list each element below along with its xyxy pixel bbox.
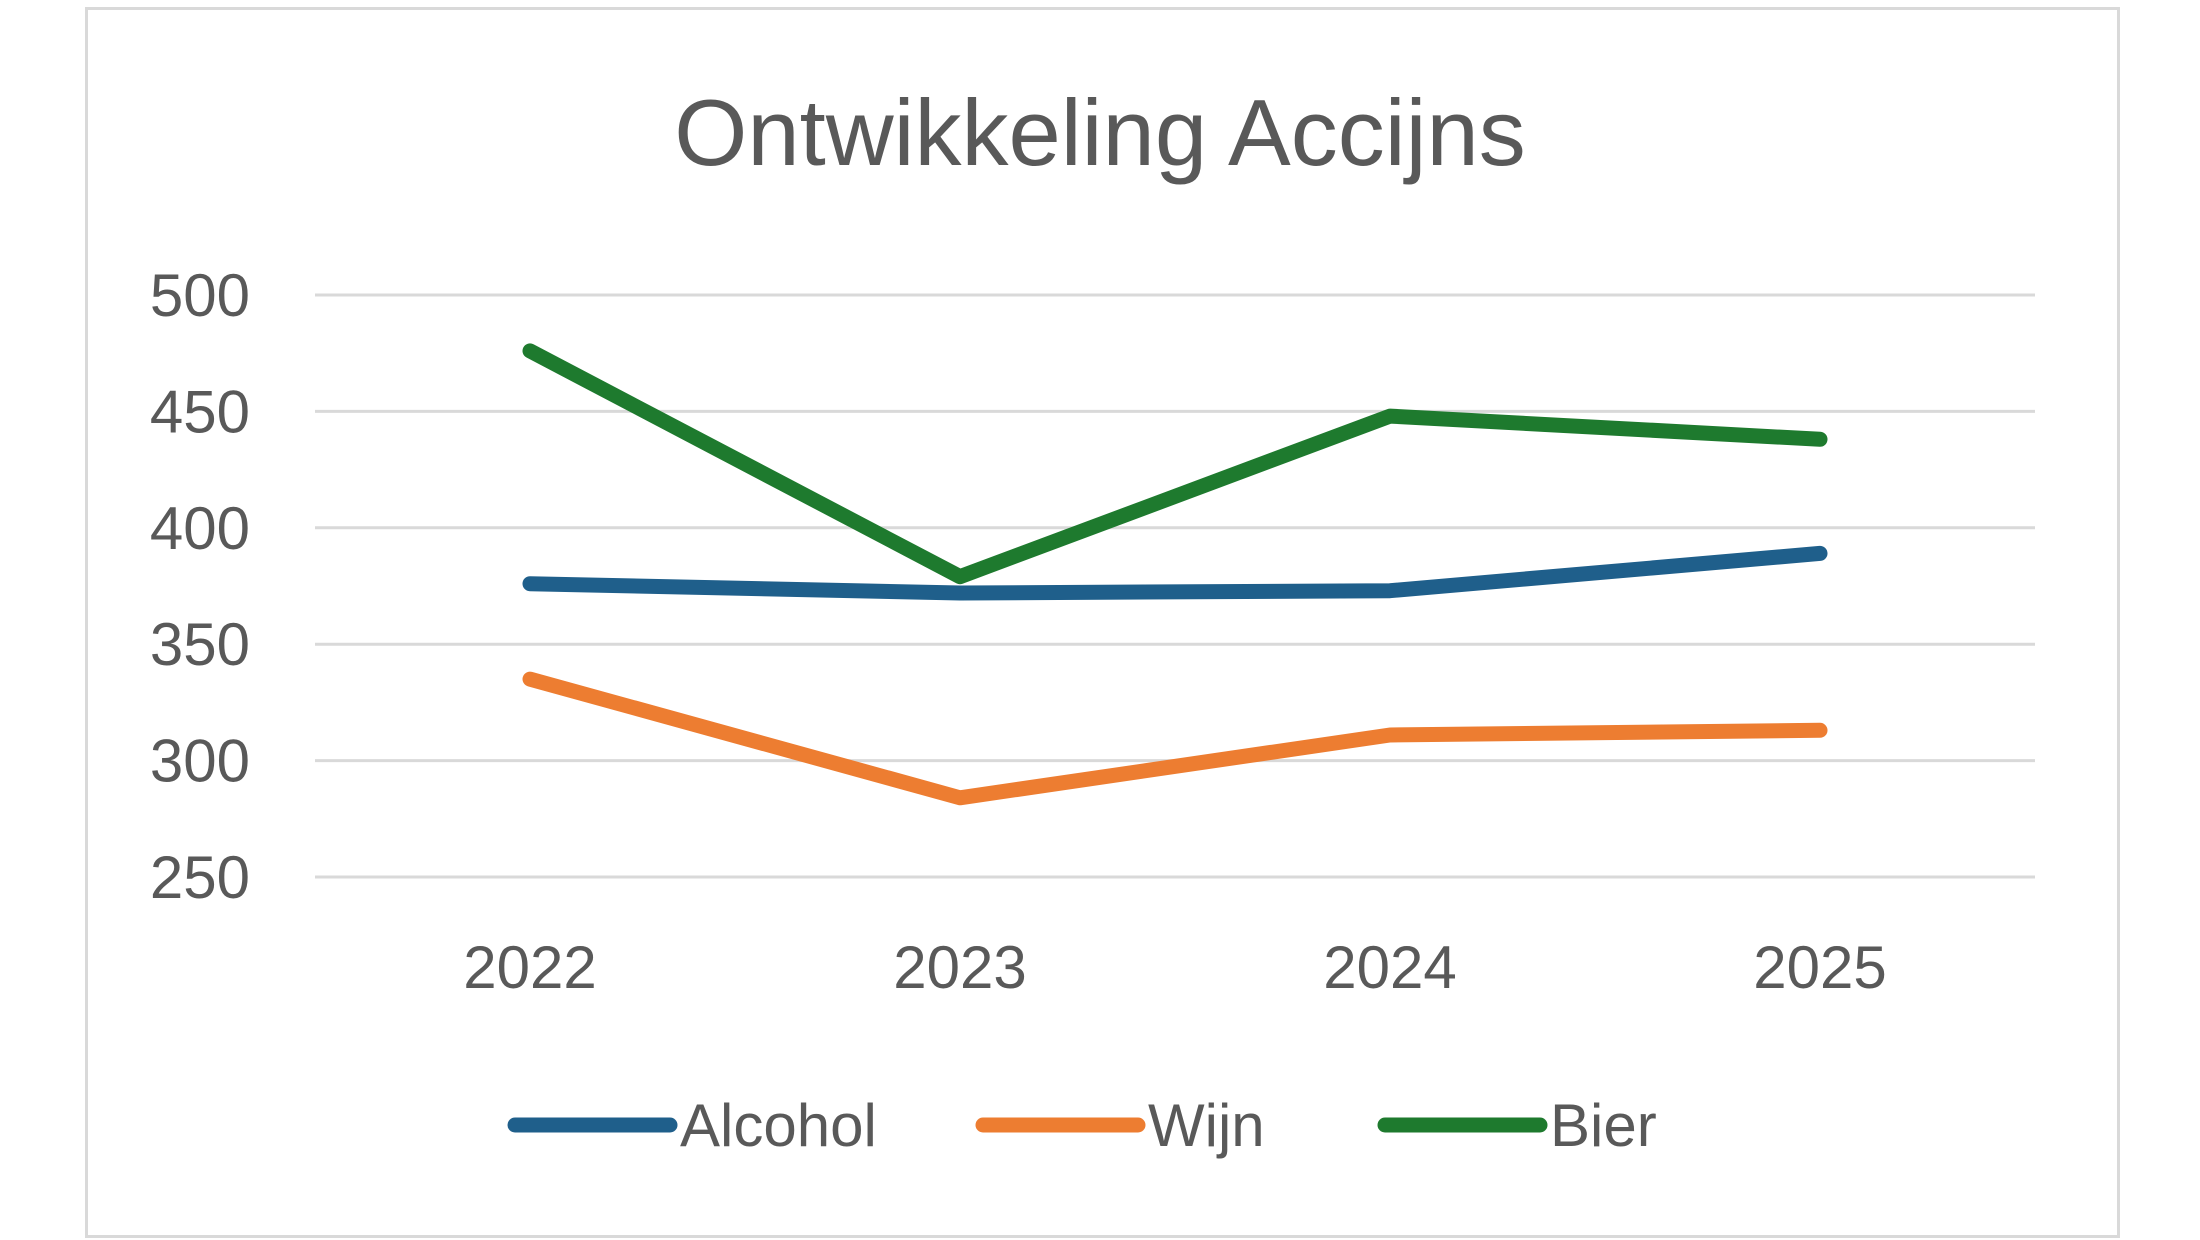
series-line-wijn [522,671,1828,806]
y-tick-label: 300 [150,728,250,795]
x-tick-label: 2025 [1753,934,1886,1001]
x-tick-label: 2022 [463,934,596,1001]
x-tick-label: 2024 [1323,934,1456,1001]
legend-item-bier: Bier [1377,1092,1657,1159]
y-tick-label: 500 [150,262,250,329]
legend-label: Alcohol [680,1092,877,1159]
y-tick-label: 450 [150,378,250,445]
y-tick-label: 350 [150,611,250,678]
series-line-alcohol [522,545,1828,601]
legend-item-wijn: Wijn [975,1092,1265,1159]
chart-frame [85,7,2120,1238]
y-tick-label: 250 [150,844,250,911]
series-lines [522,343,1828,806]
y-axis-tick-labels: 500 450 400 350 300 250 [150,262,250,911]
legend-item-alcohol: Alcohol [507,1092,877,1159]
legend-label: Bier [1550,1092,1657,1159]
y-tick-label: 400 [150,495,250,562]
series-line-bier [522,343,1828,585]
legend: Alcohol Wijn Bier [507,1092,1657,1159]
legend-label: Wijn [1148,1092,1265,1159]
x-tick-label: 2023 [893,934,1026,1001]
x-axis-tick-labels: 2022 2023 2024 2025 [463,934,1886,1001]
chart-title: Ontwikkeling Accijns [674,80,1526,185]
